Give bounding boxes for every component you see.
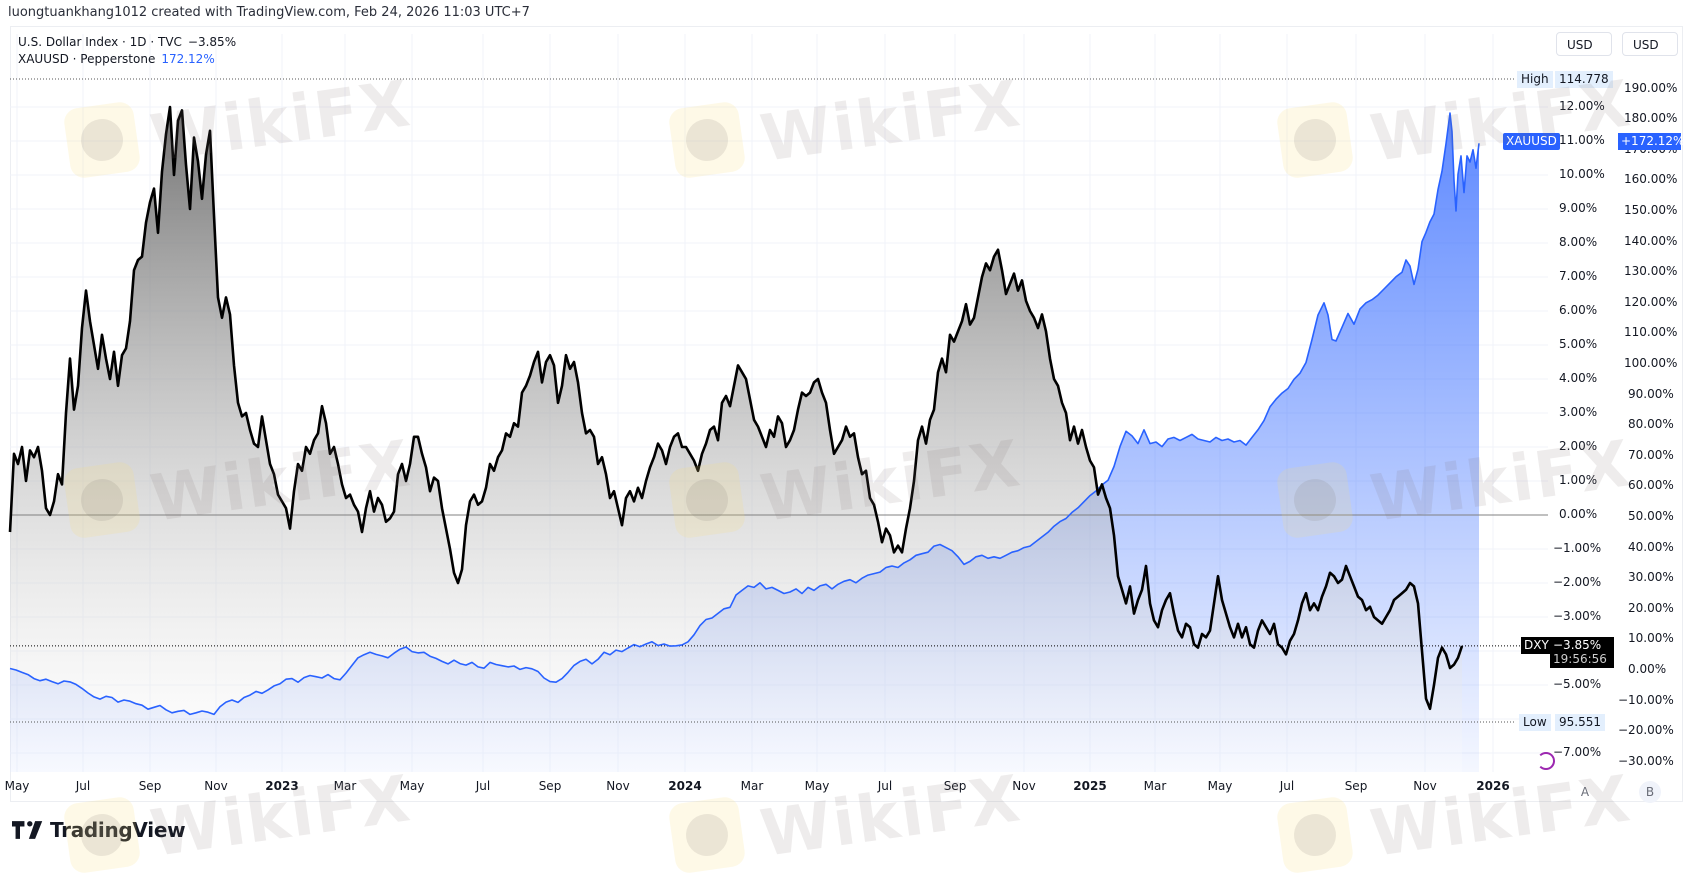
currency-button-left[interactable]: USD <box>1556 32 1612 56</box>
time-axis-tick: Jul <box>475 779 491 793</box>
right-axis-tick: 70.00% <box>1628 447 1674 462</box>
right-axis-tick: −30.00% <box>1618 753 1674 768</box>
dxy-line-tag: DXY <box>1521 637 1552 654</box>
left-axis-tick: −3.00% <box>1553 609 1602 623</box>
time-axis-tick: Jul <box>877 779 893 793</box>
time-axis-tick: May <box>1207 779 1233 793</box>
dxy-line[interactable] <box>8 105 1464 711</box>
right-axis-tick: 190.00% <box>1624 80 1678 95</box>
left-axis-tick: 9.00% <box>1559 201 1598 215</box>
left-axis-tick: 7.00% <box>1559 269 1598 283</box>
time-axis-tick: Mar <box>333 779 357 793</box>
legend-dxy-name: U.S. Dollar Index · 1D · TVC <box>18 35 182 49</box>
left-axis-tick: 0.00% <box>1559 507 1598 521</box>
right-axis-tick: 60.00% <box>1628 478 1674 493</box>
scale-button-b[interactable]: B <box>1639 781 1661 803</box>
left-axis-tick: 8.00% <box>1559 235 1598 249</box>
legend-xau-name: XAUUSD · Pepperstone <box>18 52 156 66</box>
right-axis-tick: 160.00% <box>1624 172 1678 187</box>
xauusd-line[interactable] <box>9 112 1480 716</box>
right-axis-tick: 80.00% <box>1628 417 1674 432</box>
right-axis-tick: −20.00% <box>1618 723 1674 738</box>
right-axis-tick: 90.00% <box>1628 386 1674 401</box>
high-value: 114.778 <box>1555 71 1613 88</box>
right-axis-tick: 120.00% <box>1624 294 1678 309</box>
time-axis-tick: 2024 <box>668 779 702 793</box>
chart-legend: U.S. Dollar Index · 1D · TVC −3.85% XAUUS… <box>18 34 236 68</box>
time-axis-tick: Sep <box>538 779 562 793</box>
right-axis-tick: 150.00% <box>1624 203 1678 217</box>
time-axis-tick: Sep <box>943 779 967 793</box>
left-axis-tick: 3.00% <box>1559 405 1598 419</box>
tradingview-logo[interactable]: TradingView <box>12 818 186 842</box>
scale-button-a[interactable]: A <box>1580 785 1590 799</box>
currency-button-right[interactable]: USD <box>1622 32 1678 56</box>
left-axis-tick: −7.00% <box>1553 745 1602 759</box>
left-axis-tick: −2.00% <box>1553 575 1602 589</box>
right-axis-tick: 10.00% <box>1628 631 1674 646</box>
left-axis-tick: 10.00% <box>1559 167 1605 181</box>
left-axis-tick: 6.00% <box>1559 303 1598 317</box>
dxy-countdown: 19:56:56 <box>1553 652 1607 666</box>
right-axis-tick: 140.00% <box>1624 233 1678 248</box>
time-axis-tick: Mar <box>1143 779 1167 793</box>
right-axis-tick: 0.00% <box>1628 662 1667 676</box>
chart-frame <box>10 26 1683 802</box>
legend-series-xauusd[interactable]: XAUUSD · Pepperstone 172.12% <box>18 51 236 68</box>
legend-dxy-value: −3.85% <box>187 35 237 49</box>
time-axis-tick: 2023 <box>265 779 299 793</box>
right-axis-tick: 40.00% <box>1628 539 1674 554</box>
xauusd-line-tag: XAUUSD <box>1503 133 1560 150</box>
time-axis-tick: May <box>399 779 425 793</box>
time-axis-tick: Nov <box>204 779 228 793</box>
time-axis-tick: May <box>804 779 830 793</box>
time-axis-tick: 2025 <box>1073 779 1107 793</box>
brand-name: TradingView <box>50 818 186 842</box>
time-axis-tick: Sep <box>138 779 162 793</box>
legend-series-dxy[interactable]: U.S. Dollar Index · 1D · TVC −3.85% <box>18 34 236 51</box>
right-axis-tick: 110.00% <box>1624 325 1678 340</box>
time-axis-tick: Jul <box>1279 779 1295 793</box>
right-axis-tick: 100.00% <box>1624 356 1678 370</box>
legend-xau-value: 172.12% <box>161 52 215 66</box>
time-axis-tick: Nov <box>1413 779 1437 793</box>
time-axis-tick: Mar <box>740 779 764 793</box>
time-axis-tick: Nov <box>1012 779 1036 793</box>
tradingview-logo-icon <box>12 821 43 839</box>
time-axis-tick: Sep <box>1344 779 1368 793</box>
right-axis-tick: 20.00% <box>1628 600 1674 615</box>
high-label: High <box>1517 71 1553 88</box>
dxy-price-tag: −3.85% 19:56:56 <box>1550 637 1614 668</box>
left-axis-tick: 12.00% <box>1559 99 1605 113</box>
left-axis-tick: 4.00% <box>1559 371 1598 385</box>
right-axis-tick: 130.00% <box>1624 264 1678 279</box>
right-axis-tick: 30.00% <box>1628 570 1674 585</box>
right-axis-tick: 50.00% <box>1628 509 1674 523</box>
chart-credit: luongtuankhang1012 created with TradingV… <box>8 5 530 20</box>
left-axis-tick: −5.00% <box>1553 677 1602 691</box>
left-axis-tick: 1.00% <box>1559 473 1598 487</box>
left-axis-tick: 2.00% <box>1559 439 1598 453</box>
lightning-icon[interactable] <box>1537 752 1555 770</box>
left-axis-tick: −1.00% <box>1553 541 1602 555</box>
left-axis-tick: 11.00% <box>1559 133 1605 147</box>
dxy-price-value: −3.85% <box>1553 638 1602 652</box>
right-axis-tick: −10.00% <box>1618 692 1674 707</box>
dxy-area <box>10 107 1462 772</box>
xauusd-price-tag: +172.12% <box>1618 133 1684 150</box>
right-axis-tick: 180.00% <box>1624 111 1678 126</box>
time-axis-tick: 2026 <box>1476 779 1510 793</box>
low-value: 95.551 <box>1555 714 1605 731</box>
time-axis-tick: Nov <box>606 779 630 793</box>
left-axis-tick: 5.00% <box>1559 337 1598 351</box>
low-label: Low <box>1519 714 1551 731</box>
time-axis-tick: Jul <box>75 779 91 793</box>
time-axis-tick: May <box>4 779 30 793</box>
